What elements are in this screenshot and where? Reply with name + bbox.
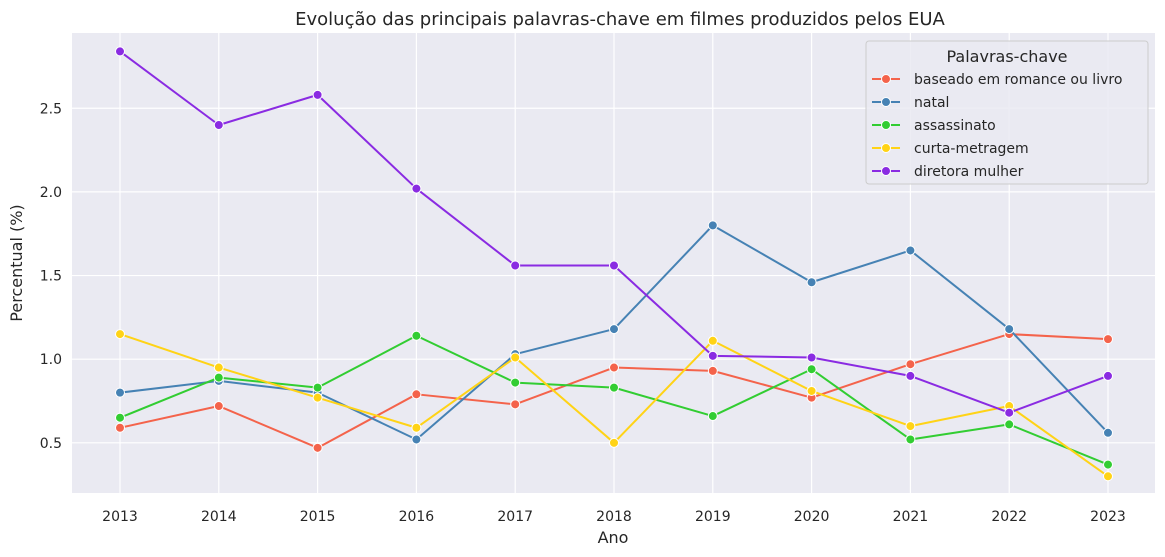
x-tick-label: 2020	[794, 509, 830, 525]
legend-swatch-marker	[881, 120, 891, 130]
data-point	[806, 385, 817, 396]
data-point	[510, 260, 521, 271]
x-tick-label: 2019	[695, 509, 731, 525]
legend-label: diretora mulher	[914, 164, 1024, 180]
x-tick-label: 2021	[893, 509, 929, 525]
legend-item-diretora-mulher: diretora mulher	[872, 164, 1024, 180]
y-tick-label: 1.5	[40, 269, 62, 285]
data-point	[1004, 407, 1015, 418]
data-point	[213, 362, 224, 373]
data-point	[510, 399, 521, 410]
data-point	[411, 389, 422, 400]
data-point	[1103, 334, 1113, 345]
series-natal	[115, 220, 1113, 445]
x-tick-label: 2022	[991, 509, 1027, 525]
x-tick-label: 2015	[300, 509, 336, 525]
data-point	[905, 245, 916, 256]
data-point	[1103, 370, 1113, 381]
series-baseado-em-romance-ou-livro	[115, 329, 1113, 453]
data-point	[707, 350, 718, 361]
data-point	[312, 442, 323, 453]
data-point	[1004, 419, 1015, 430]
data-point	[312, 392, 323, 403]
legend-swatch-marker	[881, 166, 891, 176]
chart-title: Evolução das principais palavras-chave e…	[295, 9, 945, 30]
data-point	[312, 89, 323, 100]
data-point	[905, 434, 916, 445]
y-axis-label: Percentual (%)	[7, 204, 26, 321]
x-tick-label: 2014	[201, 509, 237, 525]
data-point	[213, 401, 224, 412]
legend-label: baseado em romance ou livro	[914, 72, 1122, 88]
data-point	[1103, 459, 1113, 470]
data-point	[213, 120, 224, 130]
data-point	[411, 183, 422, 194]
y-tick-label: 0.5	[40, 436, 62, 452]
legend-item-assassinato: assassinato	[872, 118, 996, 134]
data-point	[510, 377, 521, 388]
data-point	[707, 411, 718, 422]
data-point	[115, 412, 125, 423]
y-tick-label: 2.5	[40, 101, 62, 117]
legend-item-curta-metragem: curta-metragem	[872, 141, 1029, 157]
data-point	[1103, 471, 1113, 482]
data-point	[609, 324, 619, 335]
data-point	[411, 330, 422, 341]
legend-item-natal: natal	[872, 95, 949, 111]
data-point	[411, 422, 422, 433]
data-point	[707, 365, 718, 376]
data-point	[609, 382, 619, 393]
legend-item-baseado-em-romance-ou-livro: baseado em romance ou livro	[872, 72, 1122, 88]
series-curta-metragem	[115, 329, 1113, 482]
legend-swatch-marker	[881, 74, 891, 84]
x-tick-label: 2016	[399, 509, 435, 525]
legend-label: curta-metragem	[914, 141, 1029, 157]
data-point	[213, 372, 224, 383]
data-point	[312, 382, 323, 393]
data-point	[411, 434, 422, 445]
y-tick-label: 1.0	[40, 352, 62, 368]
x-tick-label: 2018	[596, 509, 632, 525]
data-point	[115, 422, 125, 433]
y-ticks: 0.5 1.0 1.5 2.0 2.5	[40, 101, 62, 452]
data-point	[707, 335, 718, 346]
data-point	[1004, 324, 1015, 335]
data-point	[115, 329, 125, 340]
series-layer	[115, 46, 1113, 482]
x-ticks: 2013 2014 2015 2016 2017 2018 2019 2020 2021 2022…	[102, 509, 1126, 525]
x-axis-label: Ano	[598, 528, 629, 547]
data-point	[609, 437, 619, 448]
legend-label: natal	[914, 95, 949, 111]
data-point	[510, 352, 521, 363]
legend-box	[865, 40, 1149, 185]
data-point	[115, 387, 125, 398]
legend-swatch-marker	[881, 143, 891, 153]
data-point	[1103, 427, 1113, 438]
x-tick-label: 2013	[102, 509, 138, 525]
y-tick-label: 2.0	[40, 185, 62, 201]
data-point	[806, 364, 817, 375]
data-point	[609, 362, 619, 373]
series-assassinato	[115, 330, 1113, 470]
legend-items: baseado em romance ou livro natal assassin…	[872, 72, 1122, 180]
data-point	[905, 370, 916, 381]
legend-swatch-marker	[881, 97, 891, 107]
data-point	[905, 359, 916, 370]
data-point	[609, 260, 619, 271]
legend-title: Palavras-chave	[947, 47, 1068, 66]
series-diretora-mulher	[115, 46, 1113, 418]
x-tick-label: 2017	[497, 509, 533, 525]
data-point	[905, 421, 916, 432]
data-point	[806, 277, 817, 288]
legend: Palavras-chave baseado em romance ou liv…	[865, 40, 1149, 185]
data-point	[115, 46, 125, 57]
data-point	[806, 352, 817, 363]
x-tick-label: 2023	[1090, 509, 1126, 525]
data-point	[707, 220, 718, 231]
legend-label: assassinato	[914, 118, 996, 134]
